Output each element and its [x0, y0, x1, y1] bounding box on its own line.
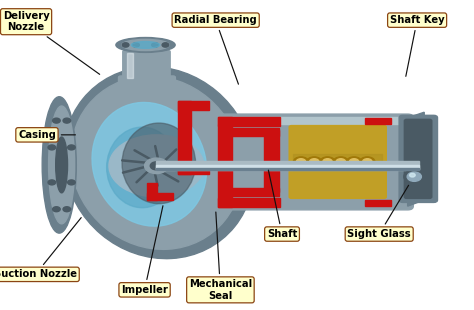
Ellipse shape: [116, 38, 175, 52]
Circle shape: [410, 173, 415, 177]
Circle shape: [122, 43, 129, 47]
Bar: [178, 165, 209, 174]
Circle shape: [323, 159, 332, 165]
Ellipse shape: [122, 39, 169, 51]
Text: Suction Nozzle: Suction Nozzle: [0, 218, 81, 279]
Polygon shape: [408, 112, 424, 206]
Circle shape: [310, 159, 319, 165]
Circle shape: [68, 145, 75, 150]
FancyBboxPatch shape: [399, 115, 438, 202]
Text: Delivery
Nozzle: Delivery Nozzle: [3, 11, 100, 74]
Bar: [178, 101, 209, 110]
Ellipse shape: [107, 127, 178, 208]
Bar: [365, 200, 391, 206]
Circle shape: [407, 172, 421, 181]
Text: Sight Glass: Sight Glass: [347, 185, 411, 239]
Text: Shaft Key: Shaft Key: [390, 15, 445, 76]
Text: Casing: Casing: [18, 130, 75, 140]
Circle shape: [404, 170, 425, 184]
Bar: [156, 161, 419, 170]
Bar: [178, 101, 191, 174]
Circle shape: [349, 159, 359, 165]
Circle shape: [336, 159, 346, 165]
Circle shape: [360, 157, 375, 167]
Text: Radial Bearing: Radial Bearing: [174, 15, 257, 84]
Circle shape: [150, 162, 163, 170]
Circle shape: [307, 157, 322, 167]
FancyBboxPatch shape: [289, 126, 386, 198]
Bar: [232, 128, 279, 136]
Bar: [218, 117, 232, 207]
Circle shape: [333, 157, 348, 167]
Text: Impeller: Impeller: [121, 206, 168, 295]
Bar: [127, 53, 133, 78]
Circle shape: [63, 207, 71, 212]
Circle shape: [152, 43, 158, 47]
Circle shape: [48, 180, 55, 185]
Circle shape: [346, 157, 362, 167]
Bar: [293, 154, 382, 170]
Circle shape: [363, 159, 372, 165]
Bar: [218, 117, 280, 126]
Bar: [156, 165, 419, 169]
Circle shape: [296, 159, 306, 165]
Text: Mechanical
Seal: Mechanical Seal: [189, 212, 252, 301]
Ellipse shape: [49, 106, 75, 224]
Circle shape: [133, 43, 139, 47]
Bar: [156, 168, 419, 170]
Bar: [264, 130, 279, 192]
FancyBboxPatch shape: [212, 114, 413, 210]
Circle shape: [145, 158, 168, 174]
Ellipse shape: [131, 42, 160, 48]
Circle shape: [293, 157, 309, 167]
Circle shape: [109, 135, 204, 197]
FancyBboxPatch shape: [404, 119, 432, 198]
FancyBboxPatch shape: [123, 51, 170, 79]
Circle shape: [162, 43, 169, 47]
Bar: [232, 188, 279, 196]
Circle shape: [63, 118, 71, 123]
Ellipse shape: [64, 67, 254, 259]
Ellipse shape: [42, 97, 76, 233]
Text: Shaft: Shaft: [267, 170, 297, 239]
Circle shape: [48, 145, 55, 150]
Bar: [218, 198, 280, 207]
Circle shape: [53, 207, 60, 212]
Circle shape: [320, 157, 335, 167]
Bar: [147, 193, 173, 200]
Bar: [218, 117, 408, 124]
Bar: [147, 183, 157, 200]
Ellipse shape: [122, 123, 196, 204]
Ellipse shape: [71, 76, 242, 249]
FancyBboxPatch shape: [118, 76, 175, 95]
Bar: [365, 118, 391, 124]
Ellipse shape: [56, 137, 67, 193]
Circle shape: [68, 180, 75, 185]
Circle shape: [53, 118, 60, 123]
Ellipse shape: [92, 102, 207, 226]
